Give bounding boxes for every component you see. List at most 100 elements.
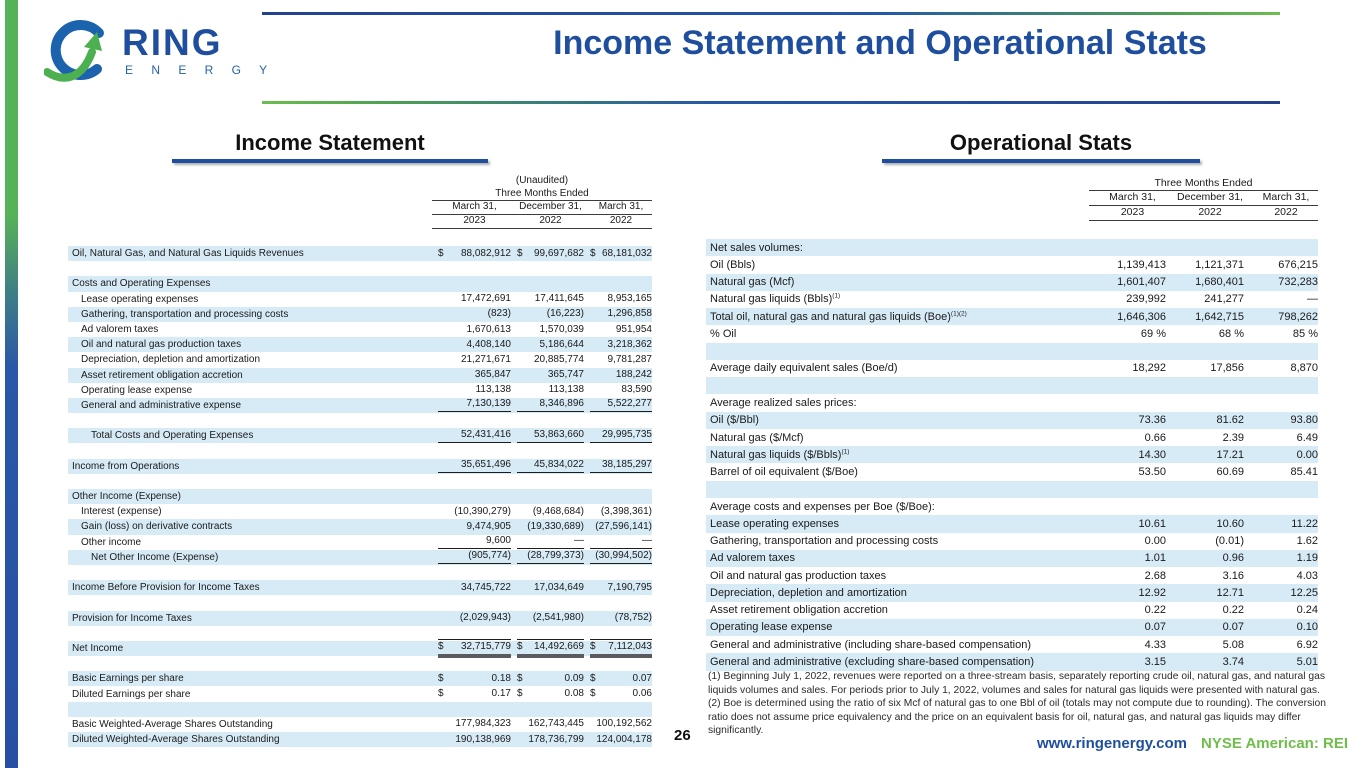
row-label: Net Income	[72, 642, 124, 654]
spacer-row	[68, 625, 652, 641]
row-label: Total Costs and Operating Expenses	[91, 430, 254, 442]
table-row: Net sales volumes:	[706, 239, 1318, 257]
table-row: Operating lease expense 0.07 0.07 0.10	[706, 618, 1318, 637]
dollar-sign: $	[438, 688, 444, 700]
row-value: (10,390,279)	[454, 505, 511, 517]
income-statement-heading: Income Statement	[172, 130, 488, 163]
table-row: Diluted Earnings per share $0.17 $0.08 $0.0…	[68, 686, 652, 702]
row-label: Gathering, transportation and processing…	[81, 308, 289, 320]
row-label: Average realized sales prices:	[710, 397, 857, 410]
row-value: $14,492,669	[517, 638, 584, 658]
row-label: Other Income (Expense)	[72, 491, 181, 503]
spacer-row	[706, 342, 1318, 360]
table-row: Asset retirement obligation accretion 0.2…	[706, 601, 1318, 619]
header-bottom-rule	[262, 101, 1280, 104]
row-value: 17.21	[1216, 448, 1244, 461]
row-value: 12.71	[1216, 586, 1244, 599]
spacer-row	[68, 701, 652, 717]
row-value: 2.39	[1222, 431, 1244, 444]
table-row: Interest (expense) (10,390,279) (9,468,684…	[68, 504, 652, 520]
table-row: General and administrative (including sh…	[706, 636, 1318, 654]
row-value: $0.06	[590, 688, 652, 700]
row-value: $0.17	[438, 688, 511, 700]
row-value: 4.33	[1144, 638, 1166, 651]
dollar-sign: $	[517, 672, 523, 684]
spacer-row	[68, 473, 652, 489]
row-label: Gain (loss) on derivative contracts	[81, 521, 233, 533]
row-value: 5,186,644	[539, 338, 585, 350]
row-value: (19,330,689)	[527, 520, 584, 532]
amount: 0.17	[491, 688, 511, 700]
row-value: 0.66	[1144, 431, 1166, 444]
row-label: Total oil, natural gas and natural gas l…	[710, 310, 967, 323]
row-label: Gathering, transportation and processing…	[710, 535, 939, 548]
row-value: 9,474,905	[466, 520, 512, 532]
row-value: $0.08	[517, 688, 584, 700]
table-row: Income Before Provision for Income Taxes…	[68, 580, 653, 596]
row-label: Diluted Weighted-Average Shares Outstand…	[72, 734, 280, 746]
row-value: 45,834,022	[517, 459, 584, 474]
table-row: Diluted Weighted-Average Shares Outstand…	[68, 732, 652, 748]
row-label: Operating lease expense	[81, 384, 193, 396]
table-row: Oil and natural gas production taxes 2.68…	[706, 567, 1318, 585]
row-value: $0.09	[517, 673, 584, 685]
table-row: Lease operating expenses 10.61 10.60 11.22	[706, 515, 1318, 533]
footnote-1: (1) Beginning July 1, 2022, revenues wer…	[708, 671, 1326, 696]
row-value: 93.80	[1290, 414, 1318, 427]
row-value: 241,277	[1204, 293, 1244, 306]
row-value: 162,743,445	[528, 718, 584, 730]
footnote-2: (2) Boe is determined using the ratio of…	[708, 698, 1326, 737]
spacer-row	[68, 564, 652, 581]
row-value: 29,995,735	[590, 429, 652, 443]
table-row: General and administrative expense 7,130,…	[68, 397, 652, 414]
spacer-row	[706, 480, 1318, 498]
date-header-row: March 31, December 31, March 31,	[432, 201, 652, 215]
row-value: (78,752)	[614, 612, 652, 624]
row-value: 178,736,799	[528, 733, 584, 745]
row-label: General and administrative (including sh…	[710, 638, 1032, 651]
row-label: Net sales volumes:	[710, 241, 803, 254]
section-underline	[882, 159, 1200, 163]
row-value: 11.22	[1291, 517, 1318, 530]
page-number: 26	[674, 727, 691, 744]
section-title: Income Statement	[235, 130, 425, 155]
spacer-row	[706, 377, 1318, 395]
year-header-row: 2023 2022 2022	[432, 215, 652, 229]
col-header-year: 2022	[1274, 206, 1298, 218]
row-value: 7,190,795	[607, 581, 653, 593]
unaudited-label: (Unaudited)	[515, 175, 569, 186]
row-value: 68 %	[1218, 327, 1244, 340]
dollar-sign: $	[517, 688, 523, 700]
row-label: Average daily equivalent sales (Boe/d)	[710, 362, 898, 375]
logo-sub-text: E N E R G Y	[125, 63, 275, 77]
row-value: 1.62	[1296, 535, 1318, 548]
section-title: Operational Stats	[949, 130, 1133, 155]
row-value: 732,283	[1278, 276, 1318, 289]
table-row: Natural gas ($/Mcf) 0.66 2.39 6.49	[706, 428, 1318, 447]
row-label: Ad valorem taxes	[81, 324, 159, 336]
row-label: General and administrative expense	[81, 399, 242, 411]
row-label: % Oil	[710, 327, 737, 340]
operational-stats-table: Three Months Ended March 31, December 31…	[706, 176, 1318, 671]
row-value: 365,847	[474, 369, 511, 381]
table-row: Average daily equivalent sales (Boe/d) 18…	[706, 359, 1318, 378]
date-header-row: March 31, December 31, March 31,	[1089, 191, 1318, 206]
table-row: Natural gas liquids ($/Bbls)(1) 14.30 17.2…	[706, 446, 1318, 464]
row-value: 0.10	[1296, 621, 1318, 634]
table-row: Average costs and expenses per Boe ($/Bo…	[706, 497, 1318, 516]
row-value: 53.50	[1138, 466, 1166, 479]
col-header-year: 2022	[539, 215, 562, 226]
row-value: $0.18	[438, 673, 511, 685]
col-header-date: March 31,	[598, 201, 644, 212]
row-label: Provision for Income Taxes	[72, 612, 192, 624]
row-label: Asset retirement obligation accretion	[710, 604, 888, 617]
row-value: 1,670,613	[466, 323, 512, 335]
row-value: (27,596,141)	[595, 520, 652, 532]
row-value: 38,185,297	[590, 459, 652, 474]
row-label: Natural gas (Mcf)	[710, 276, 795, 289]
table-row: Total oil, natural gas and natural gas l…	[706, 308, 1318, 326]
row-value: (30,994,502)	[590, 550, 652, 565]
row-value: 1,601,407	[1117, 276, 1166, 289]
row-value: 0.00	[1296, 448, 1318, 461]
website-link[interactable]: www.ringenergy.com	[1036, 735, 1187, 752]
